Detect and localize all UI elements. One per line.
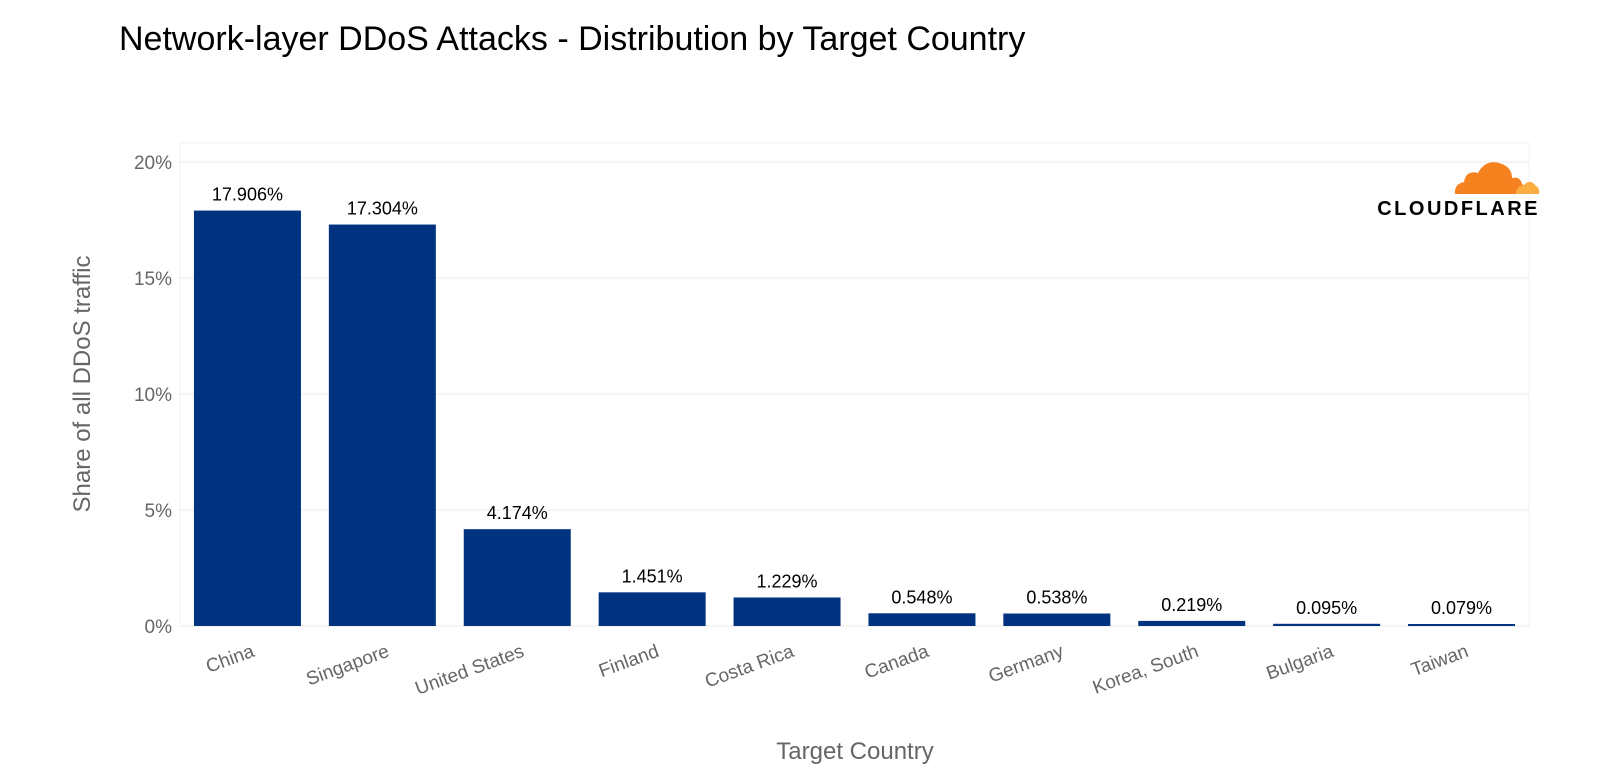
x-tick-label: Costa Rica — [702, 641, 797, 693]
y-tick-label: 20% — [134, 153, 172, 174]
x-tick-label: Bulgaria — [1264, 641, 1337, 685]
y-axis-title: Share of all DDoS traffic — [69, 255, 96, 512]
x-tick-label: China — [203, 641, 257, 678]
x-tick-label: Taiwan — [1408, 641, 1471, 681]
x-tick-labels: China Singapore United States Finland Costa … — [203, 641, 1471, 700]
bar-value-label: 1.451% — [622, 566, 683, 586]
bar — [733, 597, 841, 626]
y-tick-label: 15% — [134, 269, 172, 290]
x-tick-label: Canada — [862, 641, 932, 684]
bar — [463, 529, 571, 626]
bar-value-label: 0.219% — [1161, 595, 1222, 615]
cloudflare-cloud-icon — [1454, 162, 1540, 194]
x-tick-label: Korea, South — [1090, 641, 1201, 699]
x-axis-title: Target Country — [776, 738, 933, 765]
x-tick-label: Singapore — [303, 641, 392, 690]
bar — [1138, 620, 1246, 626]
chart-title: Network-layer DDoS Attacks - Distributio… — [119, 20, 1026, 58]
bar-value-label: 17.304% — [347, 199, 418, 219]
y-tick-labels: 0% 5% 10% 15% 20% — [134, 153, 172, 638]
bar — [1003, 613, 1111, 626]
brand-logo: CLOUDFLARE — [1320, 150, 1540, 230]
bar — [193, 210, 301, 626]
bar-value-label: 0.538% — [1026, 588, 1087, 608]
bar-value-label: 0.548% — [891, 587, 952, 607]
bar — [868, 613, 976, 626]
bar — [598, 592, 706, 626]
brand-name: CLOUDFLARE — [1377, 198, 1540, 220]
bar-value-label: 17.906% — [212, 185, 283, 205]
bar — [1408, 624, 1516, 626]
bar-value-label: 0.095% — [1296, 598, 1357, 618]
y-tick-label: 5% — [145, 501, 173, 522]
bar — [1273, 623, 1381, 626]
bar-value-label: 0.079% — [1431, 598, 1492, 618]
x-tick-label: United States — [413, 641, 527, 700]
bar-value-label: 4.174% — [487, 503, 548, 523]
data-labels: 17.906% 17.304% 4.174% 1.451% 1.229% 0.548% 0.… — [212, 185, 1492, 618]
bar — [328, 224, 436, 627]
y-tick-label: 0% — [145, 617, 173, 638]
y-tick-label: 10% — [134, 385, 172, 406]
bar-value-label: 1.229% — [757, 571, 818, 591]
x-tick-label: Finland — [596, 641, 662, 682]
x-tick-label: Germany — [986, 641, 1067, 688]
bars — [193, 210, 1516, 627]
